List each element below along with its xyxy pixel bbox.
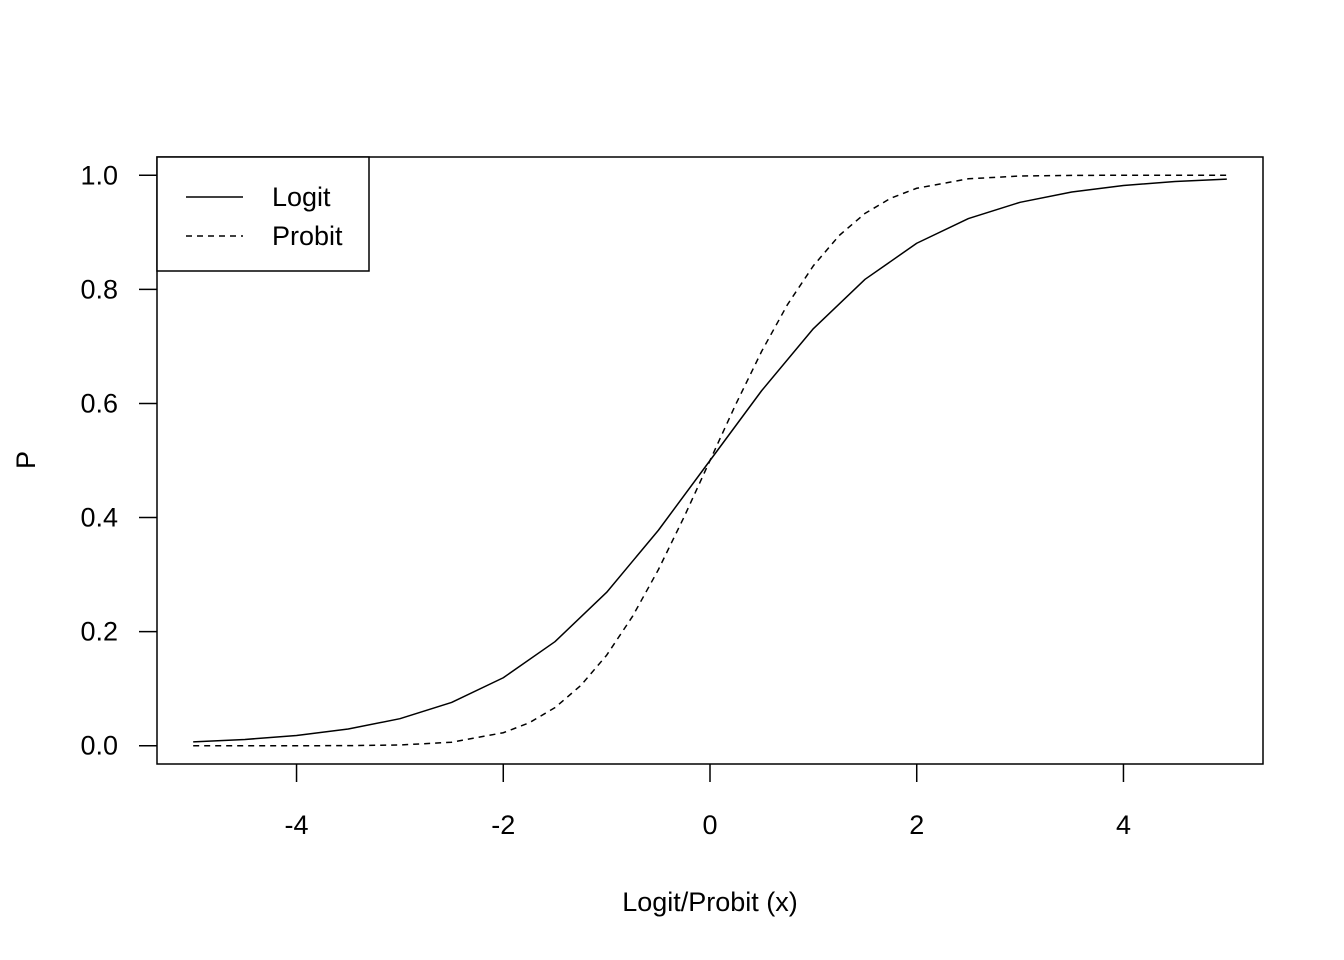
series-line-probit [193, 174, 1227, 747]
legend: Logit Probit [156, 156, 370, 272]
y-axis: 0.0 0.2 0.4 0.6 0.8 1.0 [80, 160, 157, 761]
y-tick-label: 0.8 [80, 274, 118, 304]
series-layer [193, 174, 1227, 747]
y-tick-label: 0.0 [80, 731, 118, 761]
legend-probit-label: Probit [272, 221, 343, 251]
y-tick-label: 0.6 [80, 388, 118, 418]
x-tick-label: -4 [285, 810, 309, 840]
y-axis-label: P [11, 451, 41, 469]
x-axis-label: Logit/Probit (x) [622, 887, 798, 917]
x-tick-label: 4 [1116, 810, 1131, 840]
y-tick-label: 1.0 [80, 160, 118, 190]
legend-box [156, 156, 370, 272]
y-tick-label: 0.4 [80, 503, 118, 533]
x-tick-label: 0 [702, 810, 717, 840]
y-tick-label: 0.2 [80, 617, 118, 647]
legend-logit-label: Logit [272, 182, 331, 212]
x-axis: -4 -2 0 2 4 [285, 764, 1131, 840]
x-tick-label: -2 [491, 810, 515, 840]
x-tick-label: 2 [909, 810, 924, 840]
